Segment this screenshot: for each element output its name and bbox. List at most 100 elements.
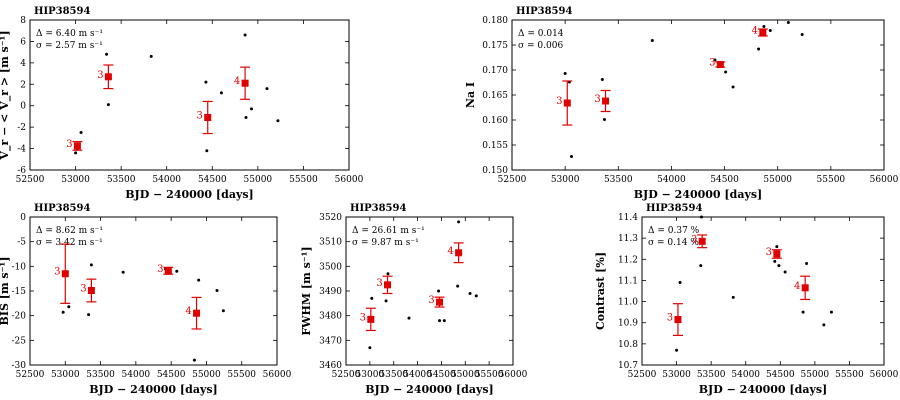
group-count-label: 3 — [360, 312, 366, 323]
x-tick-label: 53500 — [86, 370, 115, 380]
y-tick-label: 0.150 — [482, 166, 508, 176]
data-point — [800, 33, 804, 36]
x-tick-label: 55000 — [192, 370, 221, 380]
y-tick-label: 2 — [20, 80, 26, 90]
stat-annotation: σ = 0.14 % — [648, 238, 699, 248]
x-axis-label: BJD − 240000 [days] — [365, 383, 493, 396]
y-tick-label: 3460 — [319, 361, 342, 371]
y-tick-label: 4 — [20, 59, 26, 69]
data-point — [805, 262, 809, 266]
data-point — [457, 220, 461, 224]
data-point — [221, 309, 225, 313]
y-axis-label: FWHM [m s⁻¹] — [300, 246, 313, 335]
y-axis-label: Na I — [464, 82, 477, 108]
x-tick-label: 52500 — [332, 370, 361, 380]
x-tick-label: 55500 — [475, 370, 504, 380]
y-tick-label: 0 — [20, 102, 26, 112]
group-count-label: 4 — [234, 76, 240, 87]
y-tick-label: -25 — [12, 336, 27, 346]
binned-mean-marker — [674, 316, 682, 324]
y-tick-label: 3510 — [319, 238, 342, 248]
y-tick-label: 6 — [20, 37, 26, 47]
y-tick-label: 0 — [20, 213, 26, 223]
y-tick-label: 11.1 — [618, 276, 638, 286]
y-tick-label: 0.160 — [482, 116, 508, 126]
group-count-label: 3 — [667, 313, 673, 324]
data-point — [276, 119, 280, 123]
chart-title: HIP38594 — [34, 203, 90, 214]
y-tick-label: -2 — [17, 123, 26, 133]
chart-panel-1: 52500 53000 53500 54000 54500 55000 55500 56000… — [0, 6, 364, 201]
data-point — [386, 272, 390, 276]
stat-annotation: σ = 2.57 m s⁻¹ — [36, 41, 103, 51]
binned-mean-marker — [773, 250, 781, 258]
data-point — [121, 270, 125, 274]
y-tick-label: 10.9 — [618, 319, 638, 329]
data-point — [437, 289, 441, 293]
data-point — [67, 305, 71, 309]
x-tick-label: 52500 — [16, 370, 45, 380]
data-point — [74, 151, 78, 155]
y-tick-label: 10.8 — [618, 340, 638, 350]
y-tick-label: 11.2 — [618, 255, 638, 265]
data-point — [197, 278, 201, 282]
binned-mean-marker — [61, 270, 69, 278]
chart-title: HIP38594 — [34, 6, 90, 17]
binned-mean-marker — [241, 79, 249, 87]
group-count-label: 3 — [80, 284, 86, 295]
y-tick-label: 3470 — [319, 336, 342, 346]
group-count-label: 3 — [556, 96, 562, 107]
binned-mean-marker — [193, 309, 201, 317]
data-point — [61, 310, 65, 314]
data-point — [801, 310, 805, 314]
y-tick-label: 3520 — [319, 213, 342, 223]
data-point — [570, 155, 574, 158]
y-tick-label: -5 — [17, 238, 26, 248]
data-point — [829, 310, 833, 314]
data-point — [149, 54, 153, 58]
data-point — [456, 284, 460, 288]
x-tick-label: 56000 — [335, 175, 364, 185]
stat-annotation: Δ = 26.61 m s⁻¹ — [352, 226, 425, 236]
data-point — [175, 269, 179, 273]
x-axis-label: BJD − 240000 [days] — [89, 383, 217, 396]
y-tick-label: 11.0 — [618, 298, 638, 308]
binned-mean-marker — [436, 298, 444, 306]
data-point — [731, 85, 735, 89]
group-count-label: 3 — [376, 278, 382, 289]
y-tick-label: 10.7 — [618, 361, 638, 371]
x-tick-label: 54500 — [766, 370, 795, 380]
group-count-label: 3 — [709, 58, 715, 69]
x-tick-label: 54000 — [657, 175, 686, 185]
group-count-label: 3 — [54, 267, 60, 278]
binned-mean-marker — [164, 267, 172, 275]
binned-mean-marker — [563, 99, 571, 107]
binned-mean-marker — [716, 61, 724, 68]
y-tick-label: 0.170 — [482, 66, 508, 76]
x-tick-label: 55000 — [763, 175, 792, 185]
data-point — [786, 21, 790, 24]
data-point — [777, 264, 781, 268]
data-point — [215, 289, 219, 293]
group-count-label: 4 — [752, 26, 758, 37]
binned-mean-marker — [698, 237, 706, 245]
y-tick-label: -10 — [12, 262, 27, 272]
x-tick-label: 54000 — [122, 370, 151, 380]
plot-frame — [641, 216, 885, 366]
x-axis-label: BJD − 240000 [days] — [634, 188, 762, 201]
group-count-label: 4 — [794, 281, 800, 292]
y-tick-label: -15 — [12, 287, 27, 297]
y-tick-label: 0.155 — [482, 141, 508, 151]
stat-annotation: σ = 3.42 m s⁻¹ — [36, 238, 103, 248]
y-tick-label: 11.3 — [618, 234, 638, 244]
data-point — [757, 47, 761, 51]
stat-annotation: Δ = 0.014 — [518, 29, 564, 39]
stat-annotation: σ = 9.87 m s⁻¹ — [352, 238, 419, 248]
binned-mean-marker — [602, 97, 610, 105]
binned-mean-marker — [801, 284, 809, 292]
x-tick-label: 55500 — [289, 175, 318, 185]
y-tick-label: 0.165 — [482, 91, 508, 101]
y-tick-label: -20 — [12, 312, 27, 322]
group-count-label: 4 — [185, 306, 191, 317]
